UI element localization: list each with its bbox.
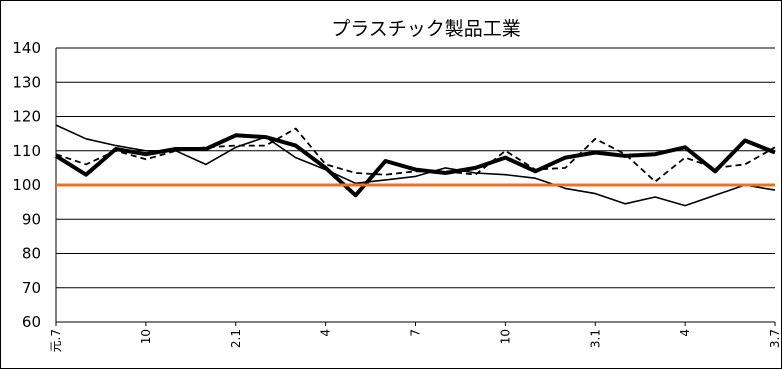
series-line-thin — [55, 124, 776, 207]
chart-title: プラスチック製品工業 — [331, 18, 521, 40]
x-tick-label: 2.1 — [229, 329, 243, 348]
x-tick-label: 元.7 — [49, 329, 63, 352]
x-tick-label: 3.7 — [768, 329, 781, 348]
x-tick-label: 10 — [139, 329, 153, 344]
y-tick-label: 80 — [22, 245, 41, 263]
x-tick-label: 3.1 — [588, 329, 602, 348]
series-line-thick — [54, 133, 776, 198]
x-tick-label: 4 — [678, 329, 692, 337]
y-tick-label: 120 — [12, 108, 41, 126]
x-tick-label: 7 — [409, 329, 423, 337]
x-axis-ticks: 元.7 10 2.1 4 7 10 3.1 4 3.7 — [49, 322, 781, 352]
y-tick-label: 70 — [22, 279, 41, 297]
y-tick-label: 90 — [22, 210, 41, 228]
x-tick-label: 10 — [498, 329, 512, 344]
y-axis-ticks: 60 70 80 90 100 110 120 130 140 — [12, 39, 41, 331]
x-tick-label: 4 — [319, 329, 333, 337]
series-line-dashed — [55, 127, 776, 183]
series-group — [54, 124, 776, 207]
y-tick-label: 100 — [12, 176, 41, 194]
y-tick-label: 110 — [12, 142, 41, 160]
y-tick-label: 130 — [12, 73, 41, 91]
y-tick-label: 140 — [12, 39, 41, 57]
y-tick-label: 60 — [22, 313, 41, 331]
